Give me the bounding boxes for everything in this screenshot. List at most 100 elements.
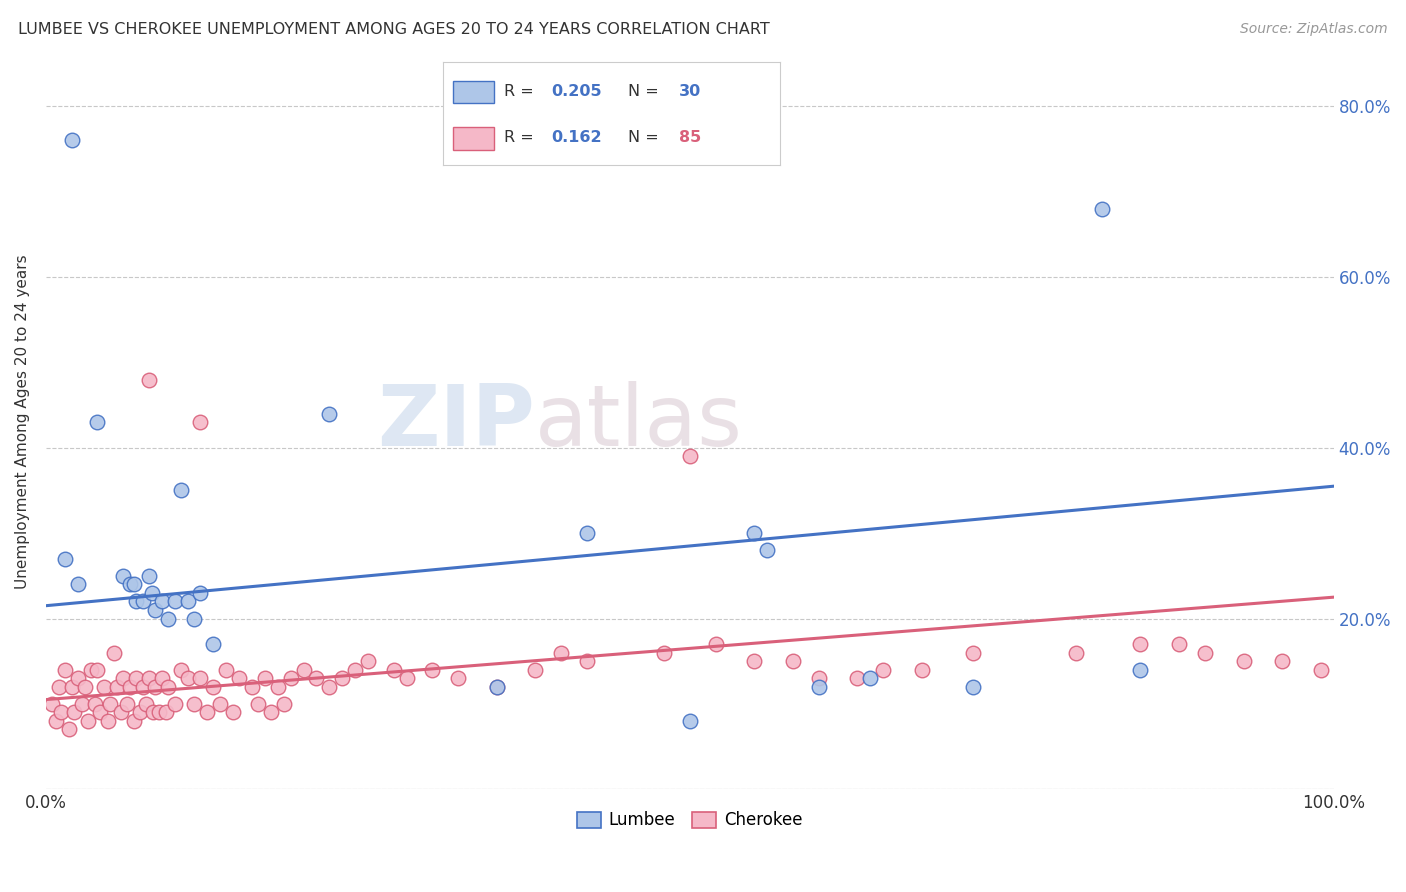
- Point: [53, 663, 76, 677]
- Point: [485, 680, 508, 694]
- Point: [112, 671, 135, 685]
- Point: [190, 671, 212, 685]
- Text: atlas: atlas: [536, 381, 744, 464]
- Point: [176, 671, 198, 685]
- Point: [183, 611, 205, 625]
- Point: [163, 697, 186, 711]
- Point: [125, 594, 148, 608]
- Point: [105, 680, 128, 694]
- Point: [41, 697, 63, 711]
- Point: [208, 697, 231, 711]
- Text: 0.162: 0.162: [551, 130, 602, 145]
- FancyBboxPatch shape: [453, 81, 494, 103]
- Point: [807, 680, 830, 694]
- Point: [807, 671, 830, 685]
- Point: [60, 134, 83, 148]
- Point: [150, 671, 173, 685]
- Point: [97, 714, 120, 728]
- Point: [330, 671, 353, 685]
- Point: [150, 594, 173, 608]
- Point: [228, 671, 250, 685]
- Point: [1091, 202, 1114, 216]
- Text: R =: R =: [503, 84, 538, 99]
- Point: [145, 603, 167, 617]
- Point: [1168, 637, 1191, 651]
- Point: [846, 671, 869, 685]
- Text: N =: N =: [628, 84, 665, 99]
- Point: [141, 586, 163, 600]
- Text: 85: 85: [679, 130, 702, 145]
- Point: [782, 654, 804, 668]
- Point: [395, 671, 418, 685]
- Point: [1271, 654, 1294, 668]
- Point: [93, 680, 115, 694]
- Text: N =: N =: [628, 130, 665, 145]
- Point: [859, 671, 882, 685]
- Point: [145, 680, 167, 694]
- Point: [148, 706, 170, 720]
- Point: [110, 706, 132, 720]
- Point: [112, 569, 135, 583]
- Point: [131, 594, 153, 608]
- Text: ZIP: ZIP: [378, 381, 536, 464]
- Point: [157, 680, 180, 694]
- Point: [190, 586, 212, 600]
- Point: [221, 706, 243, 720]
- Point: [273, 697, 295, 711]
- Point: [202, 637, 225, 651]
- Point: [98, 697, 121, 711]
- Point: [524, 663, 547, 677]
- Point: [89, 706, 111, 720]
- Point: [183, 697, 205, 711]
- Point: [447, 671, 470, 685]
- Point: [910, 663, 932, 677]
- Point: [131, 680, 153, 694]
- Point: [1194, 646, 1216, 660]
- Point: [343, 663, 366, 677]
- Point: [135, 697, 157, 711]
- Text: LUMBEE VS CHEROKEE UNEMPLOYMENT AMONG AGES 20 TO 24 YEARS CORRELATION CHART: LUMBEE VS CHEROKEE UNEMPLOYMENT AMONG AG…: [18, 22, 770, 37]
- Point: [170, 483, 193, 498]
- Point: [240, 680, 263, 694]
- Y-axis label: Unemployment Among Ages 20 to 24 years: Unemployment Among Ages 20 to 24 years: [15, 255, 30, 590]
- Point: [382, 663, 405, 677]
- Point: [77, 714, 100, 728]
- Point: [1232, 654, 1254, 668]
- Point: [122, 577, 145, 591]
- Point: [550, 646, 572, 660]
- Point: [51, 706, 73, 720]
- Point: [742, 654, 765, 668]
- Point: [86, 663, 108, 677]
- Point: [86, 415, 108, 429]
- Point: [163, 594, 186, 608]
- Point: [138, 569, 160, 583]
- Point: [138, 671, 160, 685]
- Point: [962, 646, 984, 660]
- Point: [305, 671, 328, 685]
- Point: [58, 723, 80, 737]
- Point: [575, 526, 598, 541]
- Point: [756, 543, 779, 558]
- Point: [420, 663, 443, 677]
- Point: [253, 671, 276, 685]
- Point: [318, 680, 340, 694]
- Point: [176, 594, 198, 608]
- Point: [357, 654, 380, 668]
- Point: [67, 577, 90, 591]
- Point: [1129, 663, 1152, 677]
- Point: [1064, 646, 1087, 660]
- Point: [142, 706, 165, 720]
- Point: [170, 663, 193, 677]
- Point: [48, 680, 70, 694]
- Point: [292, 663, 315, 677]
- Point: [1309, 663, 1331, 677]
- Point: [157, 611, 180, 625]
- Point: [45, 714, 67, 728]
- Point: [115, 697, 138, 711]
- Point: [80, 663, 103, 677]
- Point: [60, 680, 83, 694]
- Point: [962, 680, 984, 694]
- Point: [67, 671, 90, 685]
- Point: [73, 680, 96, 694]
- Point: [155, 706, 177, 720]
